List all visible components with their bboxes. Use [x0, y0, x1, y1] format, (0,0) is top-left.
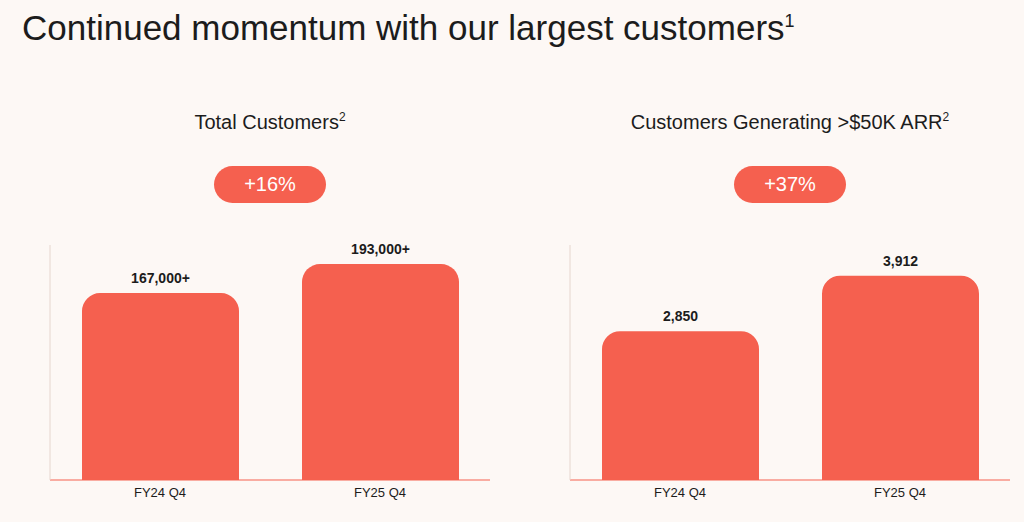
svg-text:FY25 Q4: FY25 Q4: [874, 485, 926, 500]
svg-text:FY24 Q4: FY24 Q4: [134, 485, 186, 500]
html-text:Continued momentum with our la: Continued momentum with our largest cust…: [22, 8, 795, 47]
html-text:+37%: +37%: [764, 173, 816, 195]
svg-text:3,912: 3,912: [883, 253, 918, 269]
svg-text:FY25 Q4: FY25 Q4: [354, 485, 406, 500]
svg-text:167,000+: 167,000+: [131, 270, 190, 286]
html-text:Total Customers2: Total Customers2: [194, 110, 346, 133]
svg-text:193,000+: 193,000+: [351, 241, 410, 257]
html-text:+16%: +16%: [244, 173, 296, 195]
html-text:Customers Generating >$50K ARR: Customers Generating >$50K ARR2: [630, 110, 950, 133]
svg-text:FY24 Q4: FY24 Q4: [654, 485, 706, 500]
svg-text:2,850: 2,850: [663, 308, 698, 324]
